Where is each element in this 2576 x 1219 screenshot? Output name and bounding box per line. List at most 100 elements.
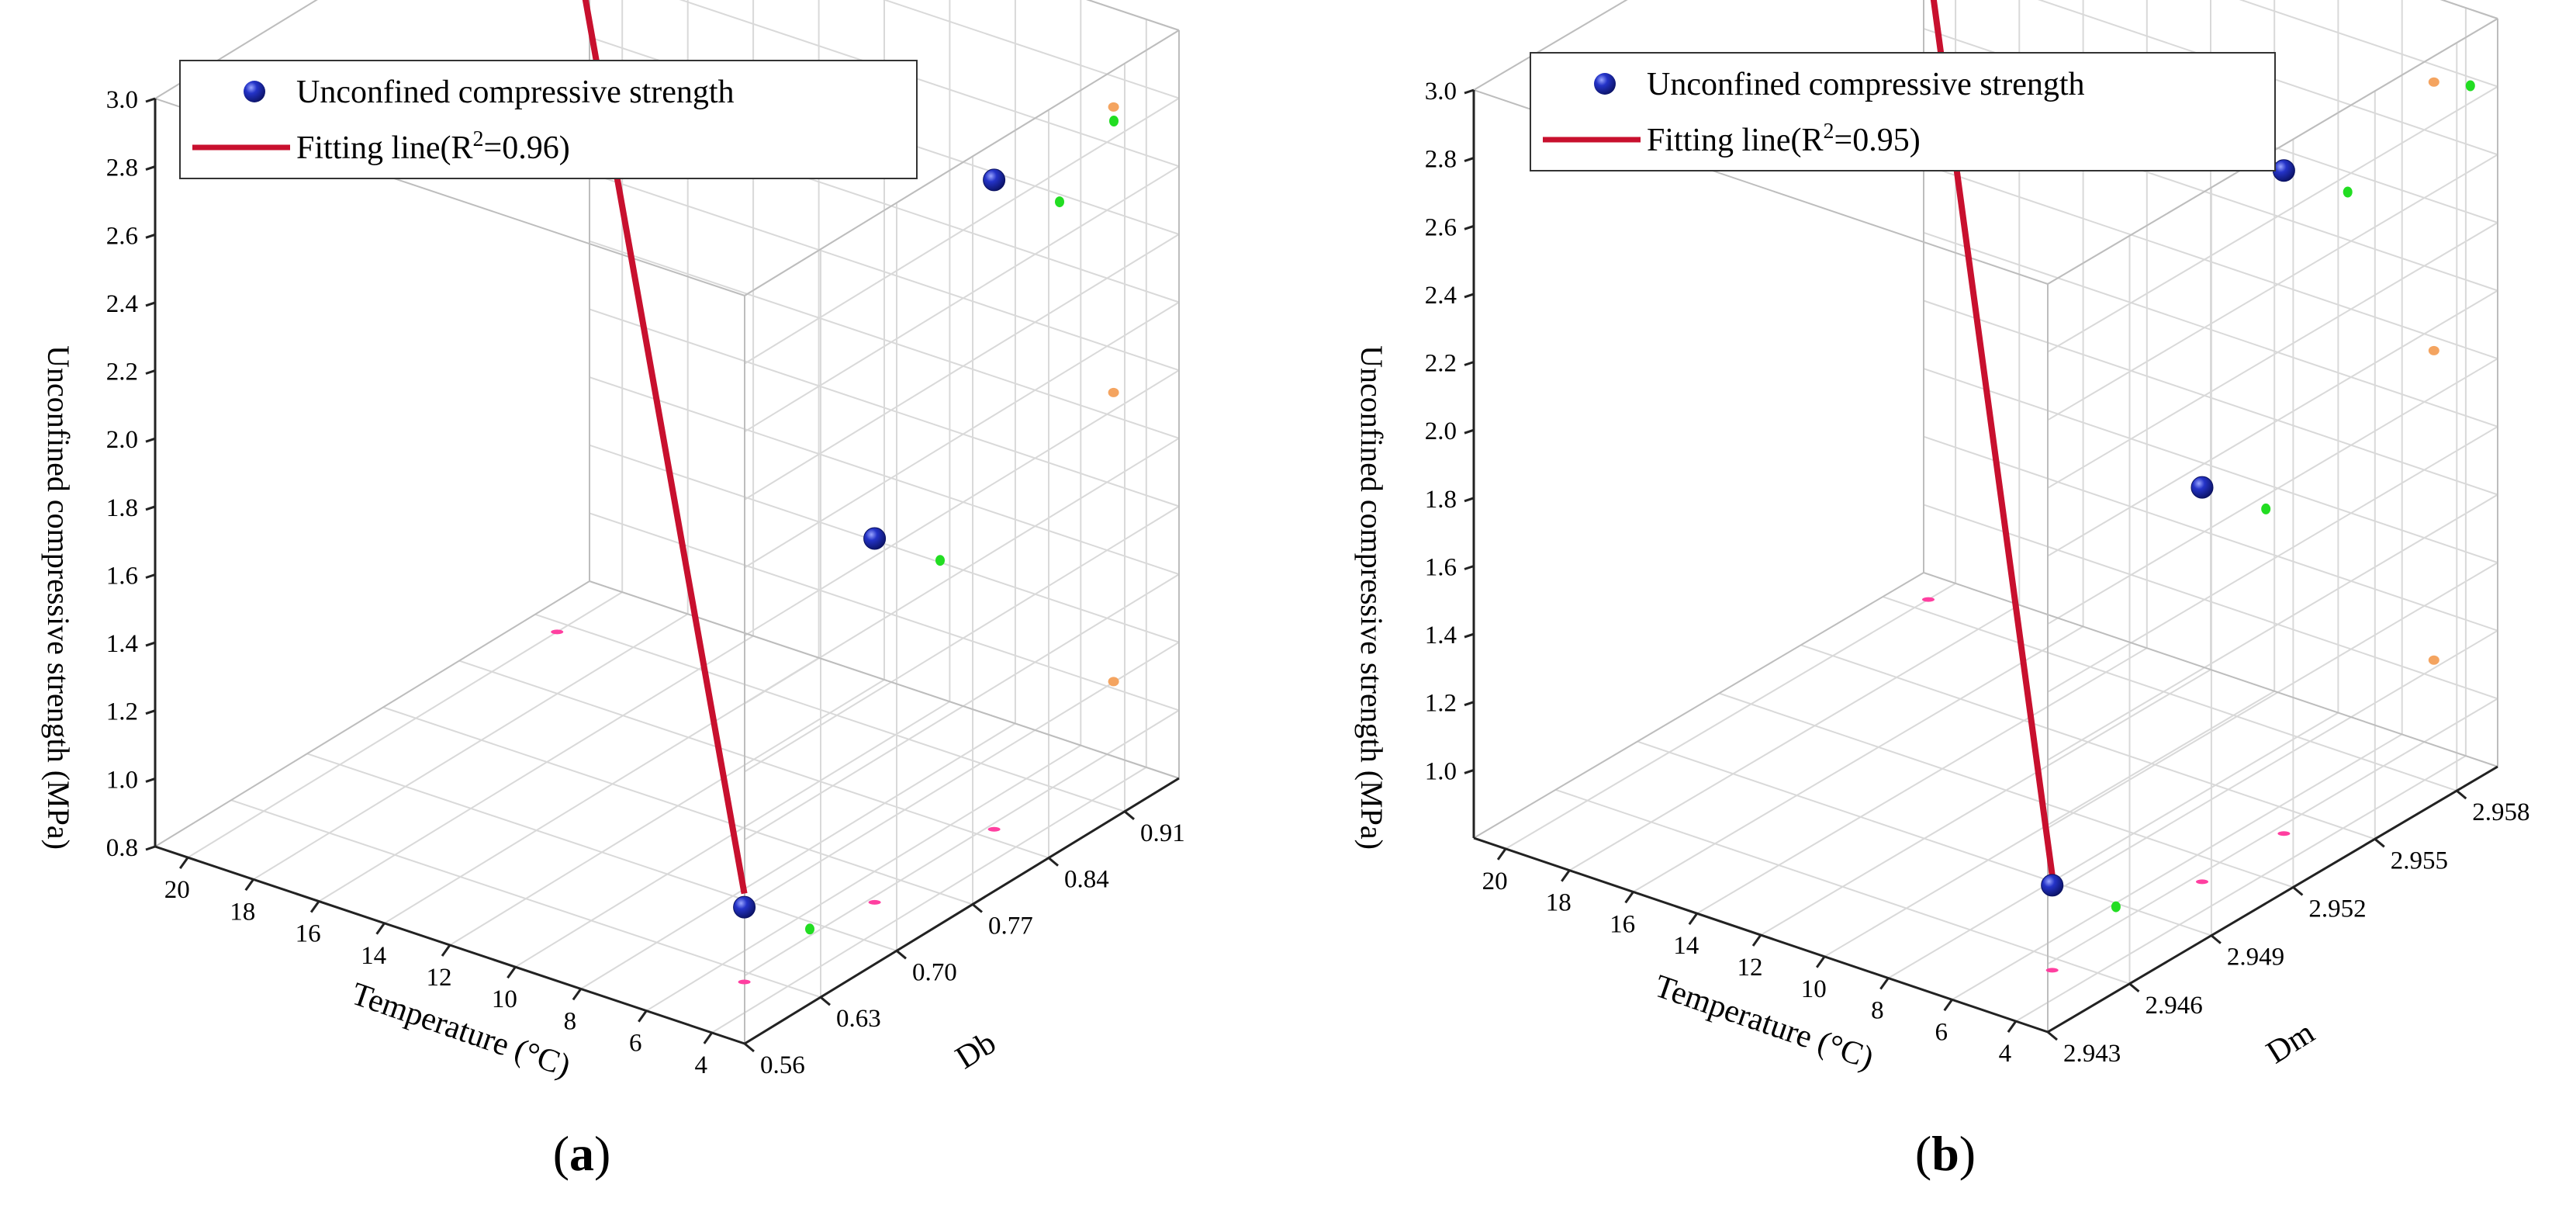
y-tick-mark: [2128, 982, 2140, 992]
legend-fit-prefix: Fitting line(R: [1647, 123, 1824, 158]
z-axis-label: Unconfined compressive strength (MPa): [1354, 345, 1389, 850]
wall-gridline: [744, 641, 1180, 909]
z-tick-label: 3.0: [1425, 78, 1457, 106]
z-tick-label: 2.2: [1425, 350, 1457, 378]
projection-xy-point: [1922, 597, 1935, 602]
box-edge: [1473, 572, 1924, 839]
data-point: [2190, 476, 2214, 499]
x-tick-label: 20: [164, 876, 190, 904]
z-tick-label: 2.8: [106, 154, 138, 182]
floor-gridline: [711, 767, 1147, 1034]
legend-box: [179, 60, 918, 179]
x-tick-label: 14: [361, 942, 386, 970]
wall-gridline: [2047, 425, 2498, 693]
x-tick-mark: [703, 1032, 714, 1044]
z-tick-mark: [145, 437, 156, 443]
fit-line: [582, 0, 748, 895]
legend-point-marker: [244, 81, 265, 102]
wall-gridline: [2047, 358, 2498, 625]
floor-gridline: [1800, 644, 2376, 840]
z-tick-label: 3.0: [106, 86, 138, 114]
wall-gridline: [744, 165, 1180, 433]
wall-gridline: [2047, 698, 2498, 965]
y-tick-mark: [896, 950, 907, 960]
projection-xy-point: [2277, 831, 2291, 836]
caption-close-paren: ): [1959, 1126, 1976, 1181]
y-tick-mark: [744, 1042, 755, 1053]
x-tick-label: 6: [629, 1030, 642, 1058]
x-tick-mark: [1624, 891, 1634, 904]
z-tick-label: 1.0: [106, 766, 138, 794]
x-tick-label: 10: [492, 985, 517, 1013]
y-tick-label: 0.91: [1140, 819, 1185, 847]
x-tick-label: 10: [1801, 975, 1827, 1003]
floor-gridline: [1719, 692, 2294, 888]
y-tick-mark: [1048, 857, 1059, 867]
z-tick-mark: [145, 301, 156, 307]
y-tick-label: 0.77: [988, 913, 1033, 940]
z-tick-label: 1.2: [1425, 690, 1457, 718]
wall-gridline: [589, 240, 1180, 439]
projection-yz-point: [935, 555, 945, 566]
projection-xy-point: [868, 899, 881, 905]
data-point: [2272, 159, 2295, 182]
z-tick-label: 1.2: [106, 698, 138, 726]
box-edge: [589, 580, 1180, 779]
x-tick-mark: [507, 966, 517, 979]
x-tick-label: 4: [695, 1051, 708, 1079]
y-tick-label: 2.946: [2146, 992, 2203, 1020]
wall-gridline: [744, 369, 1180, 637]
floor-gridline: [1568, 604, 2020, 871]
z-tick-mark: [145, 233, 156, 239]
x-tick-label: 18: [230, 898, 255, 926]
wall-gridline: [883, 0, 1180, 99]
z-tick-mark: [145, 369, 156, 375]
floor-gridline: [1882, 596, 2457, 792]
floor-gridline: [253, 613, 689, 881]
z-tick-mark: [1464, 428, 1475, 435]
x-tick-mark: [1943, 999, 1953, 1012]
legend-box: [1530, 52, 2276, 171]
y-tick-label: 2.949: [2227, 944, 2284, 971]
wall-gridline: [2047, 222, 2498, 489]
z-tick-label: 1.6: [1425, 554, 1457, 582]
z-tick-mark: [145, 641, 156, 647]
x-tick-label: 18: [1546, 889, 1572, 917]
projection-yz-point: [2465, 80, 2475, 92]
z-tick-mark: [1464, 293, 1475, 299]
legend-points-label: Unconfined compressive strength: [296, 74, 735, 110]
projection-xz-point: [1108, 677, 1119, 687]
z-tick-label: 1.6: [106, 563, 138, 590]
z-tick-mark: [1464, 157, 1475, 163]
y-axis-line: [744, 777, 1180, 1045]
projection-xy-point: [987, 826, 1001, 832]
wall-gridline: [2047, 493, 2498, 761]
x-tick-mark: [1879, 977, 1890, 990]
floor-gridline: [458, 660, 1049, 859]
y-tick-mark: [2456, 789, 2467, 800]
wall-gridline: [2047, 562, 2498, 829]
x-tick-mark: [309, 900, 320, 913]
z-tick-mark: [1464, 361, 1475, 366]
z-tick-mark: [1464, 497, 1475, 503]
y-tick-label: 0.70: [912, 958, 957, 986]
z-tick-mark: [145, 709, 156, 715]
wall-gridline: [589, 308, 1180, 507]
z-tick-mark: [145, 845, 156, 851]
legend-fit-label: Fitting line(R2=0.95): [1647, 119, 1921, 158]
z-tick-mark: [1464, 565, 1475, 570]
x-tick-label: 14: [1673, 932, 1699, 960]
y-tick-mark: [2210, 934, 2222, 944]
z-tick-label: 1.4: [106, 630, 138, 658]
x-tick-label: 20: [1482, 867, 1508, 895]
wall-gridline: [2239, 0, 2498, 88]
y-tick-label: 2.943: [2063, 1040, 2121, 1068]
x-tick-label: 16: [1610, 910, 1635, 938]
projection-yz-point: [1055, 196, 1064, 208]
floor-gridline: [187, 591, 623, 858]
wall-gridline: [744, 234, 1180, 500]
box-edge: [154, 0, 318, 99]
y-tick-label: 0.63: [836, 1005, 881, 1033]
x-tick-mark: [375, 922, 386, 935]
